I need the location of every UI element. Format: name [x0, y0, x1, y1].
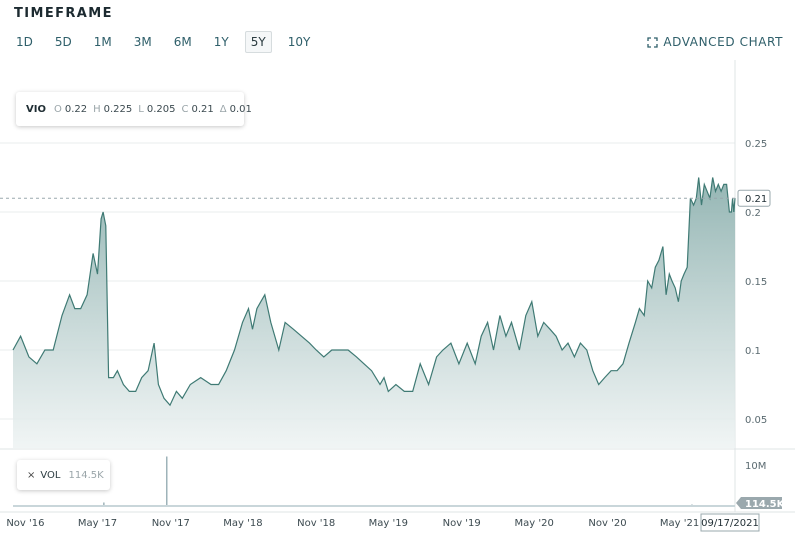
price-tick-label: 0.05: [745, 415, 767, 426]
x-tick-label: Nov '20: [588, 518, 626, 529]
timeframe-button-1d[interactable]: 1D: [16, 35, 33, 49]
timeframe-button-5d[interactable]: 5D: [54, 35, 72, 49]
x-tick-label: Nov '18: [297, 518, 335, 529]
timeframe-button-5y[interactable]: 5Y: [244, 31, 272, 53]
timeframe-button-1m[interactable]: 1M: [93, 35, 112, 49]
low-value: 0.205: [146, 103, 176, 115]
open-value: 0.22: [64, 103, 88, 115]
current-date-label: 09/17/2021: [701, 518, 759, 529]
change-label: Δ: [219, 103, 227, 115]
timeframe-button-1y[interactable]: 1Y: [213, 35, 229, 49]
volume-last-label: 114.5K: [745, 499, 786, 510]
x-tick-label: May '20: [515, 518, 554, 529]
x-tick-label: Nov '19: [443, 518, 481, 529]
ohlc-legend: VIO O 0.22 H 0.225 L 0.205 C 0.21 Δ 0.01: [16, 92, 252, 126]
advanced-chart-label: ADVANCED CHART: [663, 35, 783, 49]
price-tick-label: 0.15: [745, 277, 767, 288]
volume-bar: [103, 502, 105, 507]
timeframe-button-10y[interactable]: 10Y: [287, 35, 311, 49]
price-tick-label: 0.2: [745, 208, 761, 219]
volume-bars: [13, 456, 735, 507]
volume-bar: [166, 456, 168, 507]
change-value: 0.01: [229, 103, 252, 115]
volume-legend: × VOL 114.5K: [17, 460, 110, 490]
price-area: [13, 177, 735, 448]
close-icon[interactable]: ×: [27, 469, 36, 481]
volume-label: VOL: [40, 469, 61, 481]
x-tick-label: May '18: [223, 518, 262, 529]
x-tick-label: May '21: [660, 518, 699, 529]
high-label: H: [93, 103, 101, 115]
price-tick-label: 0.25: [745, 139, 767, 150]
close-label: C: [181, 103, 189, 115]
price-tick-label: 0.1: [745, 346, 761, 357]
volume-tick-label: 10M: [745, 461, 766, 472]
timeframe-buttons: 1D 5D 1M 3M 6M 1Y 5Y 10Y: [10, 31, 326, 53]
x-tick-label: May '17: [78, 518, 117, 529]
current-date-badge: [700, 513, 760, 532]
expand-icon: [647, 36, 658, 48]
close-value: 0.21: [191, 103, 214, 115]
high-value: 0.225: [103, 103, 133, 115]
x-tick-label: Nov '17: [152, 518, 190, 529]
open-label: O: [53, 103, 62, 115]
x-tick-label: May '19: [369, 518, 408, 529]
axes: 0.05 0.1 0.15 0.2 0.25 0.21 10M 114.5K Nov '16 Ma…: [0, 139, 786, 532]
timeframe-button-3m[interactable]: 3M: [133, 35, 152, 49]
volume-baseline: [13, 505, 735, 507]
advanced-chart-link[interactable]: ADVANCED CHART: [647, 35, 783, 49]
last-price-label: 0.21: [745, 194, 767, 205]
low-label: L: [138, 103, 144, 115]
last-price-badge: [737, 189, 771, 207]
ticker-symbol: VIO: [26, 103, 46, 115]
volume-last-badge: [736, 497, 782, 509]
price-line: [12, 177, 736, 407]
volume-value: 114.5K: [68, 469, 104, 481]
timeframe-button-6m[interactable]: 6M: [173, 35, 192, 49]
timeframe-title: TIMEFRAME: [14, 6, 113, 21]
x-tick-label: Nov '16: [6, 518, 44, 529]
